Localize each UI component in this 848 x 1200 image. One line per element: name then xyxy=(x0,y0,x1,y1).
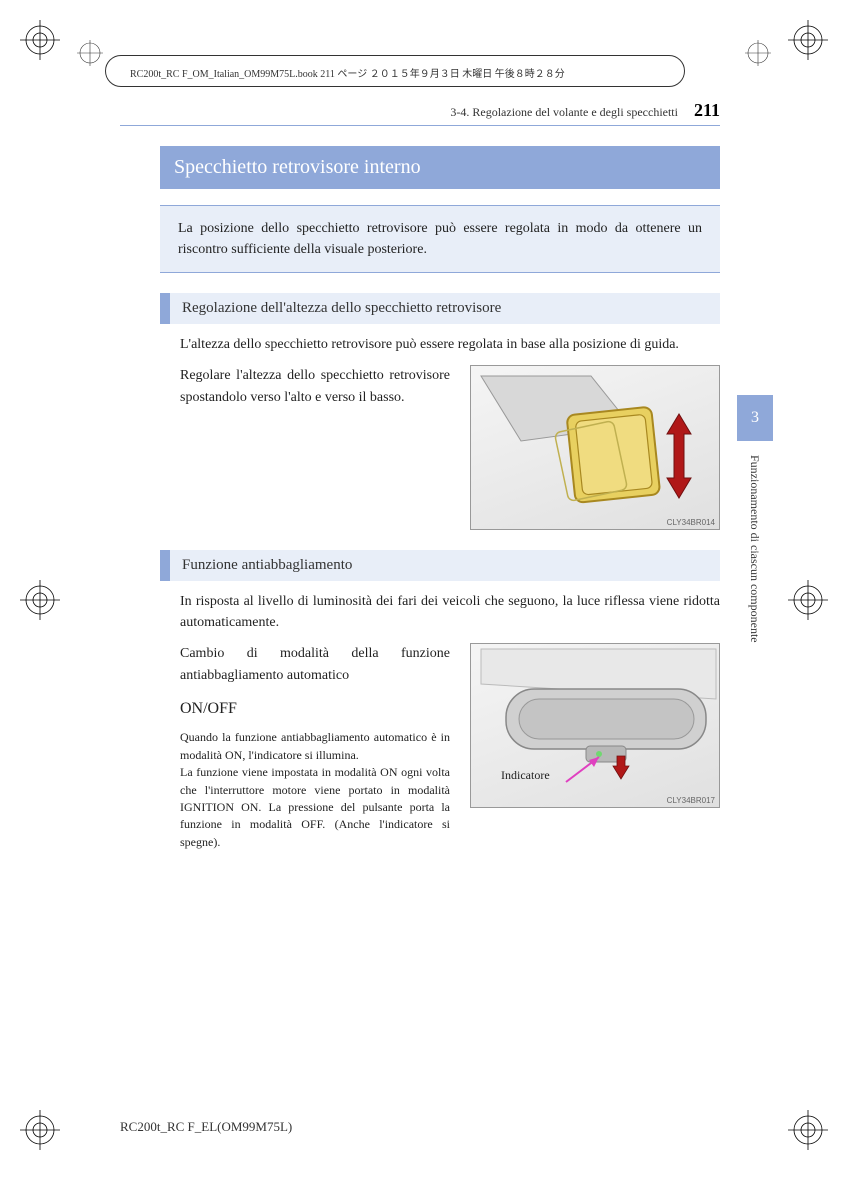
page-content: 3-4. Regolazione del volante e degli spe… xyxy=(120,100,720,871)
section1-row: Regolare l'altezza dello specchietto ret… xyxy=(180,365,720,530)
crop-mark-icon xyxy=(20,1110,60,1150)
page-number: 211 xyxy=(694,100,720,121)
crop-mark-icon xyxy=(20,20,60,60)
crop-mark-icon xyxy=(788,1110,828,1150)
registration-mark-icon xyxy=(75,38,105,73)
crop-mark-icon xyxy=(788,20,828,60)
page-header: 3-4. Regolazione del volante e degli spe… xyxy=(120,100,720,126)
crop-mark-icon xyxy=(20,580,60,620)
figure-code: CLY34BR014 xyxy=(667,518,715,527)
section2-body1: Cambio di modalità della funzione antiab… xyxy=(180,643,450,688)
chapter-side-label: Funzionamento di ciascun componente xyxy=(747,455,762,715)
figure-mirror-adjust: CLY34BR014 xyxy=(470,365,720,530)
intro-box: La posizione dello specchietto retroviso… xyxy=(160,205,720,273)
section1-heading: Regolazione dell'altezza dello specchiet… xyxy=(160,293,720,324)
section2-heading: Funzione antiabbagliamento xyxy=(160,550,720,581)
figure-antidazzle: Indicatore CLY34BR017 xyxy=(470,643,720,808)
figure-indicator-label: Indicatore xyxy=(501,768,550,783)
registration-mark-icon xyxy=(743,38,773,73)
footer-code: RC200t_RC F_EL(OM99M75L) xyxy=(120,1119,292,1135)
section2-lead: In risposta al livello di luminosità dei… xyxy=(180,591,720,633)
section2-text-column: Cambio di modalità della funzione antiab… xyxy=(180,643,450,851)
section2-row: Cambio di modalità della funzione antiab… xyxy=(180,643,720,851)
figure-code: CLY34BR017 xyxy=(667,796,715,805)
section2-body2: Quando la funzione antiabbagliamento aut… xyxy=(180,729,450,851)
breadcrumb: 3-4. Regolazione del volante e degli spe… xyxy=(450,105,678,120)
print-header-text: RC200t_RC F_OM_Italian_OM99M75L.book 211… xyxy=(130,65,565,80)
page-title: Specchietto retrovisore interno xyxy=(160,146,720,189)
section1-lead: L'altezza dello specchietto retrovisore … xyxy=(180,334,720,355)
section1-body: Regolare l'altezza dello specchietto ret… xyxy=(180,365,450,530)
crop-mark-icon xyxy=(788,580,828,620)
section2-onoff: ON/OFF xyxy=(180,696,450,722)
chapter-tab: 3 xyxy=(737,395,773,441)
